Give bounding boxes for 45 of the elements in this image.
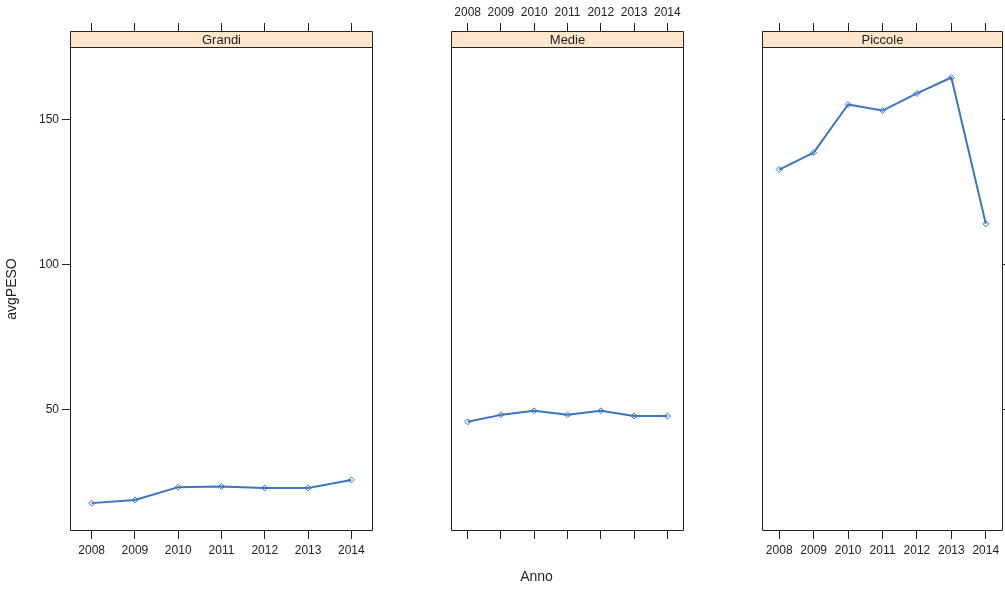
x-tick-label: 2010 [834,542,862,557]
y-tick-label: 150 [38,111,60,126]
point [88,499,96,507]
point [844,100,852,108]
point [947,73,955,81]
point [347,476,355,484]
x-tick-label: 2008 [765,542,793,557]
y-axis-title: avgPESO [3,258,20,320]
point [530,407,538,415]
x-tick-label: 2014 [972,542,1000,557]
point [564,411,571,419]
x-tick-label: 2011 [208,542,235,557]
x-tick-label: 2014 [338,542,366,557]
x-tick-label: 2008 [454,5,482,20]
point [775,166,783,174]
point [630,412,638,420]
point [174,483,182,491]
chart-title: Piccole [861,31,904,47]
chart-title: Medie [549,31,586,47]
x-axis-title: Anno [519,568,554,584]
x-tick-label: 2011 [554,5,581,20]
x-tick-label: 2013 [938,542,966,557]
x-tick-label: 2008 [78,542,106,557]
x-tick-label: 2012 [587,5,615,20]
x-tick-label: 2010 [164,542,192,557]
y-tick-label: 100 [38,257,60,272]
point [597,407,605,415]
point [810,149,818,157]
point [913,89,921,97]
point [131,496,139,504]
y-tick-label: 50 [45,402,60,417]
x-tick-label: 2009 [487,5,515,20]
x-tick-label: 2009 [800,542,828,557]
x-tick-label: 2012 [903,542,931,557]
x-tick-label: 2010 [520,5,548,20]
x-tick-label: 2011 [869,542,896,557]
point [497,411,505,419]
point [464,418,472,426]
x-tick-label: 2012 [251,542,279,557]
chart-title: Grandi [201,31,242,47]
x-tick-label: 2014 [654,5,682,20]
x-tick-label: 2013 [294,542,322,557]
x-tick-label: 2013 [620,5,648,20]
x-tick-label: 2009 [121,542,149,557]
point [982,220,990,228]
